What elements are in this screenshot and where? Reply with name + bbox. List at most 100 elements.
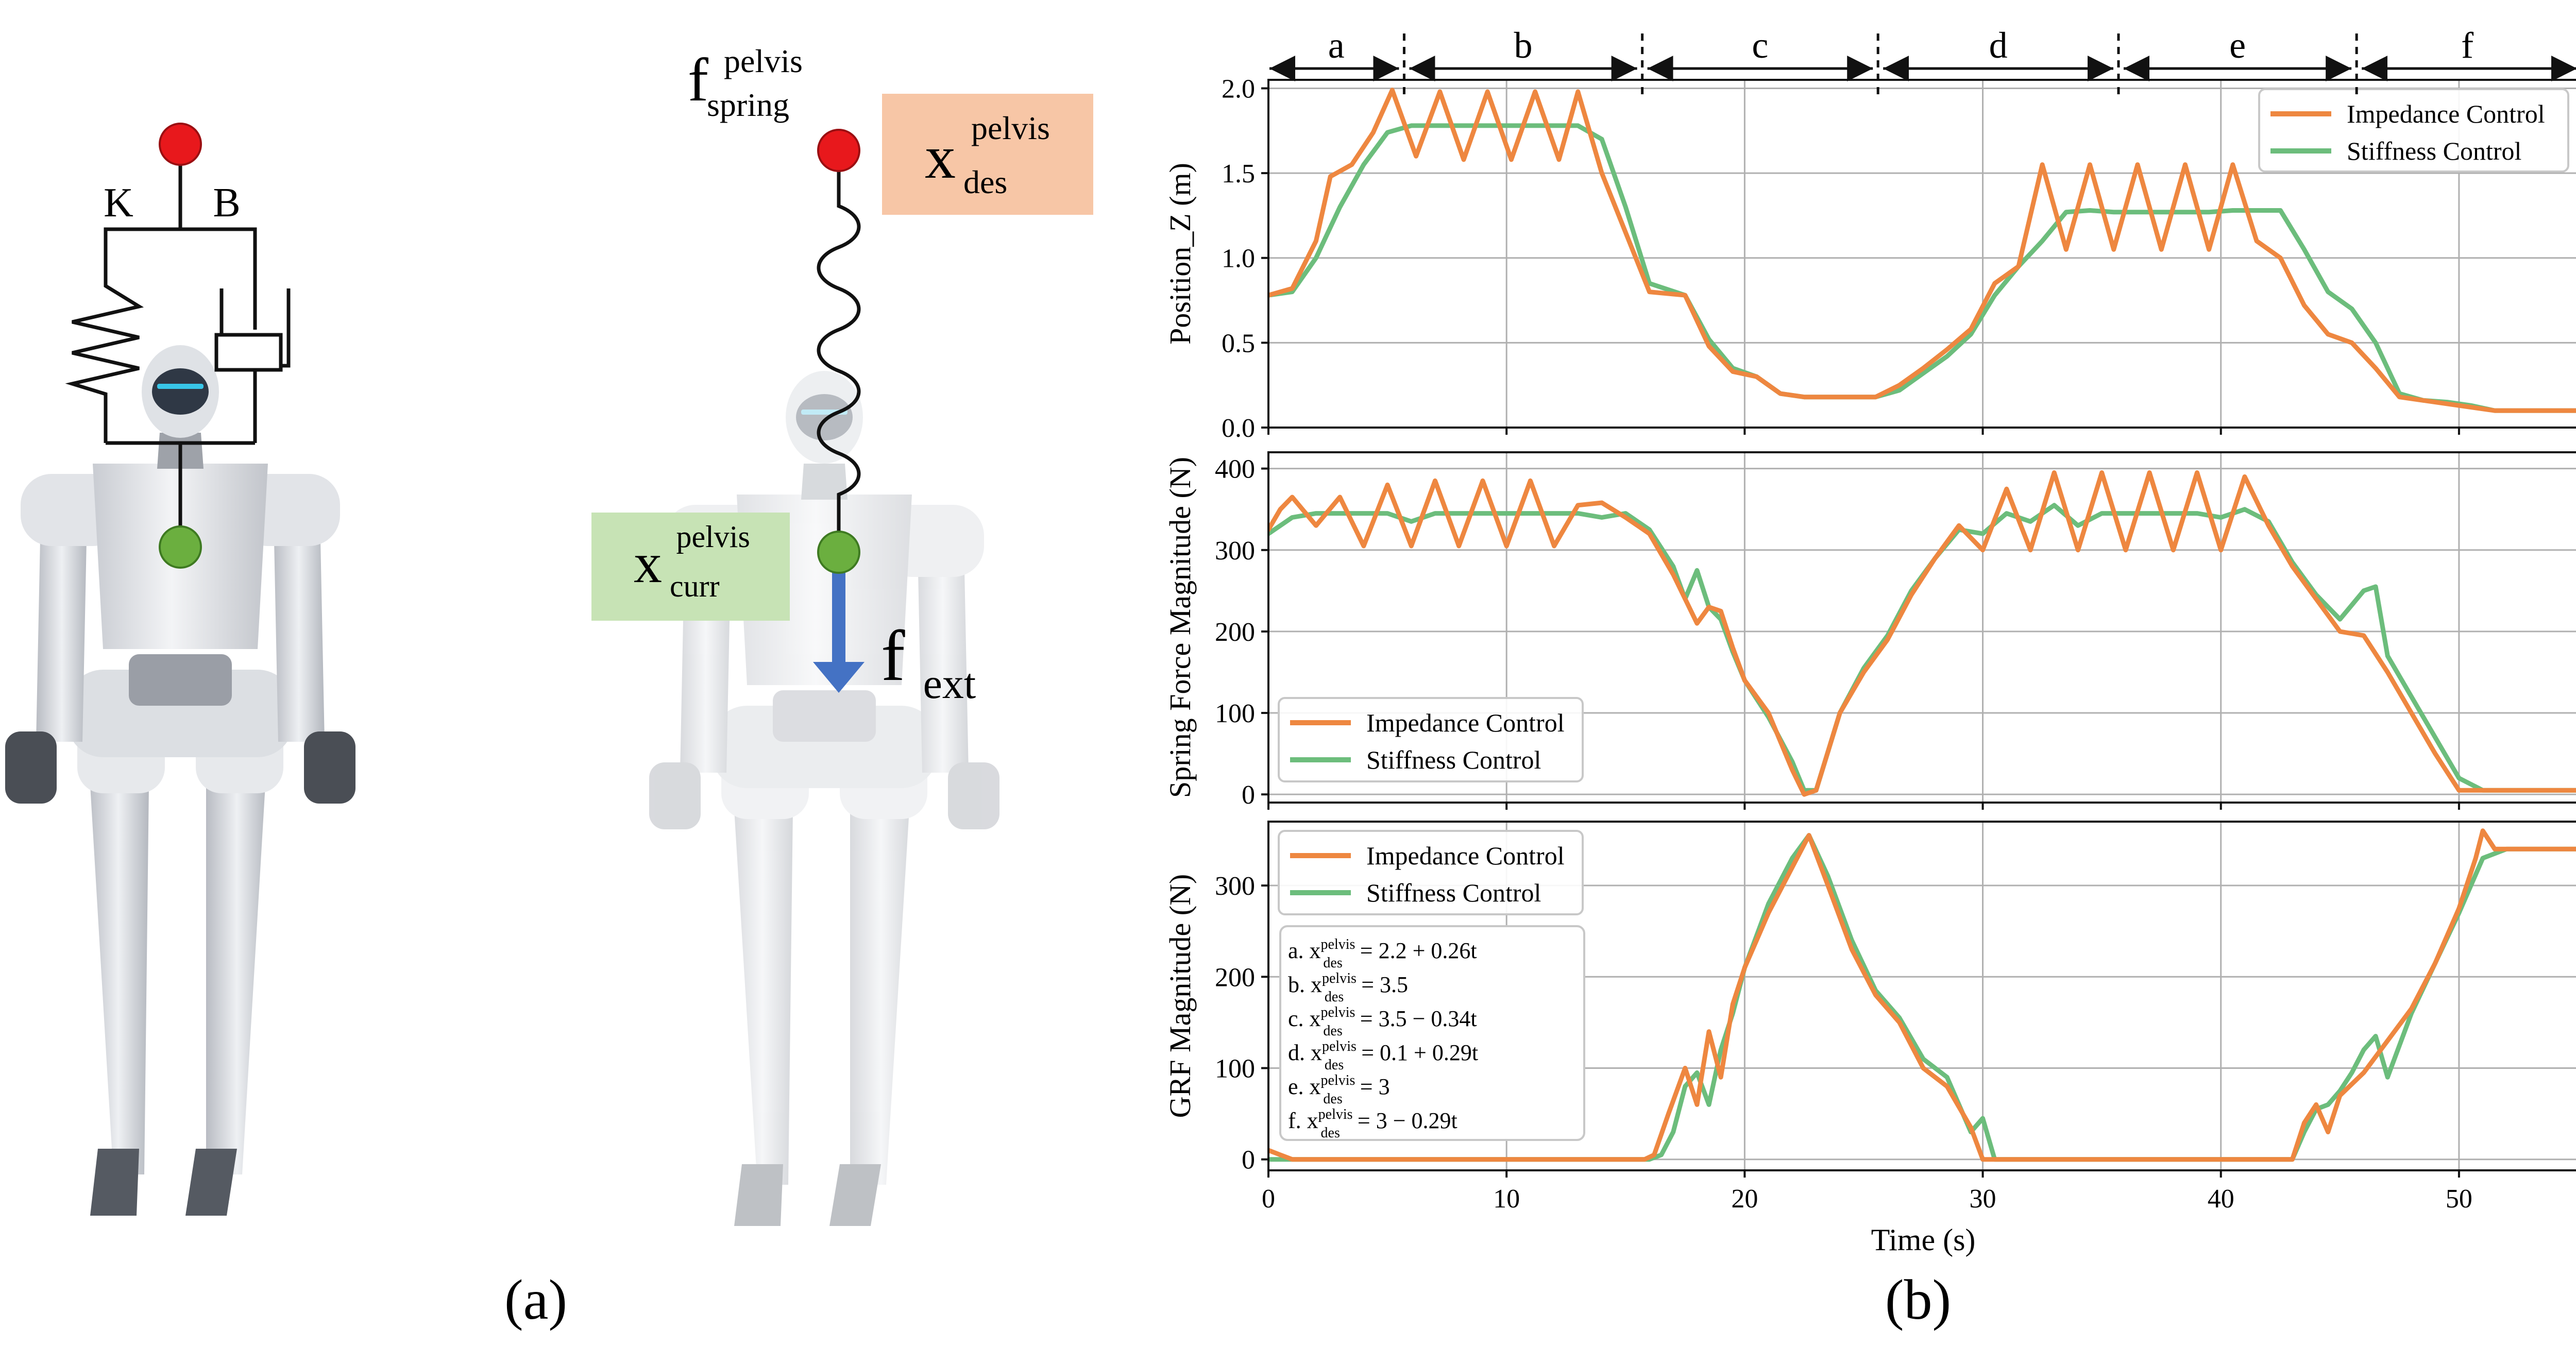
legend: Impedance Control Stiffness Control: [1278, 830, 1584, 915]
x-curr-label: x pelvis: [634, 520, 750, 594]
axes-frame: [1267, 821, 2576, 1171]
f-spring-sup: pelvis: [724, 43, 803, 79]
formula-sup: pelvis: [1321, 1004, 1355, 1020]
y-tick-label: 0.0: [1222, 414, 1255, 443]
formula-line: a. xpelvis des = 2.2 + 0.26t: [1288, 936, 1477, 971]
y-tick-label: 200: [1215, 963, 1255, 992]
robot-left-leg-left: [88, 742, 149, 1174]
legend-box: [1278, 830, 1584, 915]
robot-right-neck: [801, 464, 848, 500]
x-des-label: x pelvis: [925, 110, 1050, 191]
y-tick-label: 0.5: [1222, 329, 1255, 358]
formula-sup: pelvis: [1318, 1106, 1353, 1122]
formula-line: b. xpelvis des = 3.5: [1288, 970, 1408, 1005]
robot-left-foot-right: [185, 1149, 237, 1216]
panel-b-caption: (b): [1885, 1268, 1951, 1331]
formula-line: c. xpelvis des = 3.5 − 0.34t: [1288, 1004, 1477, 1039]
formula-rhs: = 0.1 + 0.29t: [1361, 1040, 1478, 1065]
x-tick-label: 30: [1970, 1184, 1996, 1214]
formula-sub: des: [1323, 1023, 1342, 1039]
robot-right-hand-left: [649, 762, 701, 829]
damper-piston: [214, 333, 283, 372]
formula-rhs: = 3 − 0.29t: [1358, 1108, 1458, 1133]
x-des-box: [882, 94, 1093, 215]
y-tick-label: 300: [1215, 872, 1255, 901]
x-curr-sub: curr: [670, 569, 720, 603]
formula-sup: pelvis: [1322, 970, 1357, 986]
pelvis-ball-left: [159, 525, 202, 569]
formula-sub: des: [1321, 1125, 1340, 1141]
schematic-top-frame: [104, 227, 257, 330]
series-line-stiffness: [1268, 833, 2576, 1162]
y-tick-label: 2.0: [1222, 74, 1255, 104]
formula-sub: des: [1323, 955, 1342, 971]
target-ball-left: [159, 123, 202, 166]
robot-left-leg-right: [206, 742, 268, 1174]
f-ext-sub: ext: [923, 660, 976, 708]
legend-box: [1278, 697, 1584, 782]
robot-right-visor: [796, 394, 853, 440]
formula-line: f. xpelvis des = 3 − 0.29t: [1288, 1106, 1458, 1141]
series-line-impedance: [1268, 470, 2576, 797]
robot-right-arm-right: [917, 520, 969, 773]
robot-left-visor: [152, 368, 209, 415]
robot-left-foot-left: [90, 1149, 139, 1216]
chart-2: 0 100 200 300 400 Spring Force Magnitude (N) I…: [1163, 451, 2576, 810]
f-spring-main: f: [688, 45, 708, 114]
phase-label: a: [1328, 25, 1345, 66]
x-des-sup: pelvis: [971, 110, 1050, 146]
y-axis-label: Position_Z (m): [1163, 163, 1197, 345]
f-ext-label: f ext: [881, 616, 976, 708]
y-tick-label: 300: [1215, 536, 1255, 566]
y-tick-label: 100: [1215, 699, 1255, 728]
robot-right-waist: [773, 690, 876, 742]
robot-left-visor-light: [157, 384, 204, 389]
x-tick-label: 0: [1262, 1184, 1275, 1214]
phase-label: e: [2229, 25, 2246, 66]
y-tick-label: 100: [1215, 1054, 1255, 1084]
formula-box: [1279, 925, 1585, 1141]
phase-annotation-row: a b c d e f: [1269, 25, 2576, 98]
damping-b-label: B: [213, 180, 240, 226]
robot-right-pelvis: [711, 706, 938, 788]
legend: Impedance Control Stiffness Control: [2258, 88, 2569, 173]
series-line-impedance: [1268, 828, 2576, 1162]
formula-rhs: = 2.2 + 0.26t: [1360, 938, 1477, 963]
robot-right-foot-left: [734, 1164, 783, 1226]
x-curr-main: x: [634, 532, 662, 594]
formula-sup: pelvis: [1321, 936, 1355, 952]
robot-left-arm-left: [36, 489, 88, 742]
series-line-stiffness: [1268, 123, 2576, 413]
formula-prefix: a. x: [1288, 938, 1321, 963]
x-curr-sup: pelvis: [676, 520, 750, 554]
robot-right: [649, 371, 999, 1226]
phase-label: b: [1514, 25, 1533, 66]
formula-prefix: b. x: [1288, 972, 1322, 997]
series-line-impedance: [1268, 88, 2576, 413]
formula-prefix: c. x: [1288, 1006, 1321, 1031]
x-tick-label: 20: [1731, 1184, 1758, 1214]
legend-label: Stiffness Control: [2347, 137, 2521, 165]
y-tick-label: 1.0: [1222, 244, 1255, 274]
x-des-main: x: [925, 123, 956, 191]
formula-sup: pelvis: [1321, 1072, 1355, 1088]
formula-prefix: e. x: [1288, 1074, 1321, 1099]
formula-line: d. xpelvis des = 0.1 + 0.29t: [1288, 1038, 1478, 1073]
phase-label: d: [1989, 25, 2008, 66]
robot-right-leg-left: [732, 768, 793, 1185]
formula-sub: des: [1325, 989, 1344, 1005]
legend-label: Impedance Control: [2347, 99, 2545, 128]
f-spring-label: f pelvis: [688, 43, 803, 114]
spring-zigzag: [65, 278, 144, 443]
robot-right-leg-right: [850, 768, 912, 1185]
spring-damper-schematic: [65, 144, 291, 546]
y-tick-label: 0: [1242, 780, 1255, 810]
x-tick-label: 50: [2446, 1184, 2472, 1214]
legend-label: Stiffness Control: [1366, 878, 1541, 907]
legend-box: [2258, 88, 2569, 173]
robot-left-pelvis: [67, 670, 294, 757]
phase-label: f: [2461, 25, 2473, 66]
formula-rhs: = 3.5: [1361, 972, 1408, 997]
formula-rhs: = 3: [1360, 1074, 1390, 1099]
